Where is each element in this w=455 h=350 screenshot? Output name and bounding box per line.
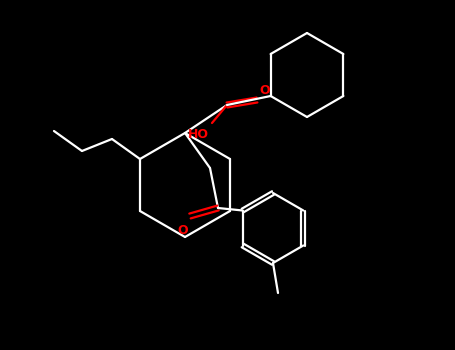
Text: O: O [177,224,188,237]
Text: HO: HO [188,128,209,141]
Text: O: O [259,84,270,97]
